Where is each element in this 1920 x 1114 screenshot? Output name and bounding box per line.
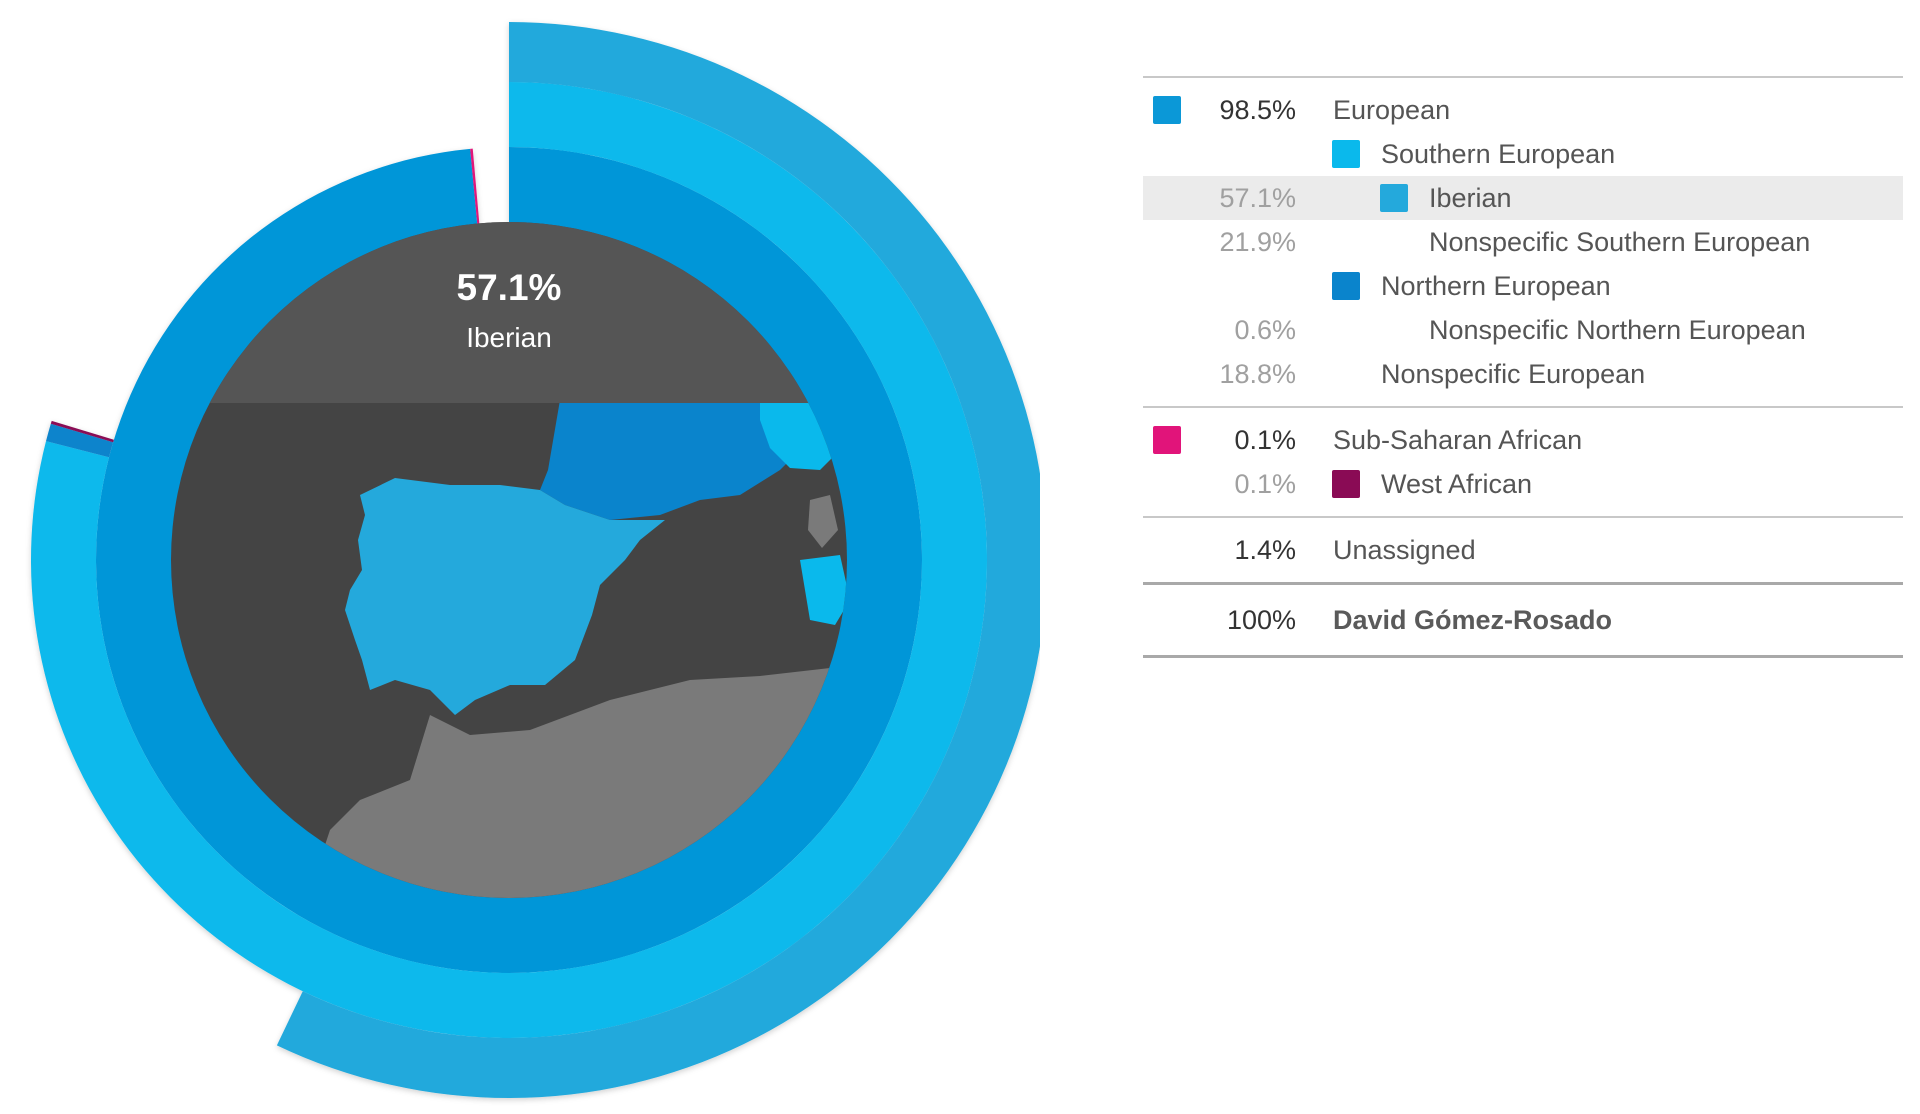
ancestry-legend: 98.5% European Southern European 57.1% Iberi… xyxy=(1143,76,1903,658)
legend-row-nonspecific-european[interactable]: 18.8% Nonspecific European xyxy=(1143,352,1903,396)
legend-row-european[interactable]: 98.5% European xyxy=(1143,88,1903,132)
map-iberia xyxy=(345,478,665,715)
legend-label: Sub-Saharan African xyxy=(1333,424,1583,455)
legend-percentage: 0.1% xyxy=(1234,424,1296,455)
legend-row-northern-european[interactable]: Northern European xyxy=(1143,264,1903,308)
ancestry-ring-chart: 57.1% Iberian xyxy=(31,22,1040,1098)
legend-divider xyxy=(1143,516,1903,518)
legend-color-swatch xyxy=(1332,470,1360,498)
legend-row-west-african[interactable]: 0.1% West African xyxy=(1143,462,1903,506)
legend-label: Nonspecific Northern European xyxy=(1429,314,1806,345)
legend-label: West African xyxy=(1381,468,1533,499)
legend-label: Nonspecific European xyxy=(1381,358,1646,389)
legend-row-nonspecific-southern-european[interactable]: 21.9% Nonspecific Southern European xyxy=(1143,220,1903,264)
legend-color-swatch xyxy=(1332,140,1360,168)
legend-label: Southern European xyxy=(1381,138,1616,169)
legend-percentage: 57.1% xyxy=(1219,182,1296,213)
center-percentage: 57.1% xyxy=(457,267,562,308)
legend-label: Nonspecific Southern European xyxy=(1429,226,1811,257)
legend-row-iberian[interactable]: 57.1% Iberian xyxy=(1143,176,1903,220)
legend-row-sub-saharan-african[interactable]: 0.1% Sub-Saharan African xyxy=(1143,418,1903,462)
map-corsica xyxy=(808,495,838,548)
legend-percentage: 0.1% xyxy=(1234,468,1296,499)
legend-color-swatch xyxy=(1332,272,1360,300)
legend-label: Iberian xyxy=(1429,182,1512,213)
legend-percentage: 0.6% xyxy=(1234,314,1296,345)
center-region-label: Iberian xyxy=(466,322,552,353)
legend-divider xyxy=(1143,655,1903,658)
legend-percentage: 98.5% xyxy=(1219,94,1296,125)
legend-row-nonspecific-northern-european[interactable]: 0.6% Nonspecific Northern European xyxy=(1143,308,1903,352)
ring-segment-northern-european[interactable] xyxy=(46,423,114,458)
legend-label: Northern European xyxy=(1381,270,1611,301)
map-italy-islands xyxy=(800,555,847,625)
legend-color-swatch xyxy=(1153,96,1181,124)
legend-percentage: 1.4% xyxy=(1234,534,1296,565)
legend-label: Unassigned xyxy=(1333,534,1476,565)
ring-segment-sub-saharan-african[interactable] xyxy=(470,148,480,227)
legend-divider xyxy=(1143,582,1903,585)
legend-row-southern-european[interactable]: Southern European xyxy=(1143,132,1903,176)
legend-label: European xyxy=(1333,94,1451,125)
legend-divider xyxy=(1143,76,1903,78)
legend-color-swatch xyxy=(1153,426,1181,454)
legend-color-swatch xyxy=(1380,184,1408,212)
legend-row-unassigned[interactable]: 1.4% Unassigned xyxy=(1143,528,1903,572)
total-percentage: 100% xyxy=(1226,604,1296,635)
legend-percentage: 21.9% xyxy=(1219,226,1296,257)
legend-percentage: 18.8% xyxy=(1219,358,1296,389)
ring-segment-west-african[interactable] xyxy=(50,420,114,443)
legend-divider xyxy=(1143,406,1903,408)
map-france xyxy=(540,400,820,520)
legend-total-row: 100% David Gómez-Rosado xyxy=(1143,585,1903,655)
total-owner-name: David Gómez-Rosado xyxy=(1333,604,1613,635)
